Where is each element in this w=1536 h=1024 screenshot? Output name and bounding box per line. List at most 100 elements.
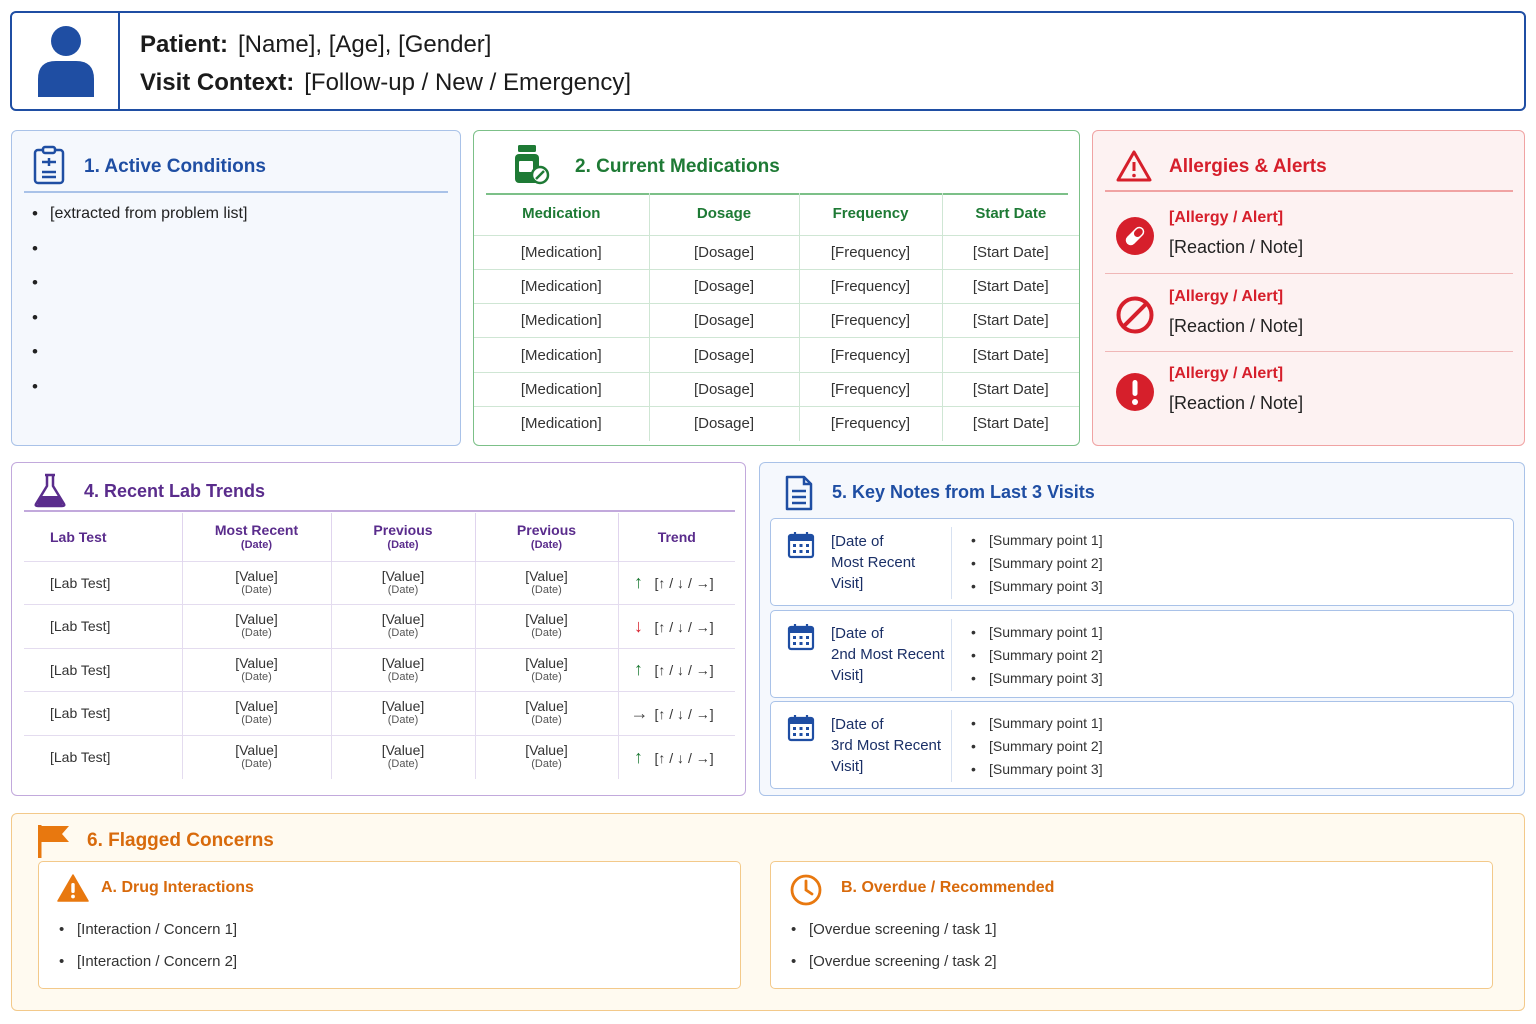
table-header-row: Medication Dosage Frequency Start Date	[474, 193, 1079, 235]
medication-cell: [Medication]	[474, 234, 650, 270]
value-cell: [Value] (Date)	[331, 647, 476, 692]
medication-cell: [Medication]	[474, 371, 650, 407]
trend-cell: ↓ [↑ / ↓ / →]	[618, 604, 735, 648]
list-item: [extracted from problem list]	[32, 204, 247, 240]
list-item: [Summary point 1]	[971, 621, 1103, 644]
frequency-cell: [Frequency]	[799, 371, 943, 407]
list-item	[32, 308, 247, 344]
start-date-cell: [Start Date]	[942, 268, 1079, 304]
summary-list: [Summary point 1] [Summary point 2] [Sum…	[971, 621, 1103, 690]
trend-arrow-icon: ↓	[634, 615, 643, 636]
medication-cell: [Medication]	[474, 405, 650, 441]
alert-item: [Allergy / Alert] [Reaction / Note]	[1105, 357, 1513, 435]
patient-header: Patient: [Name], [Age], [Gender] Visit Co…	[10, 11, 1526, 111]
patient-value: [Name], [Age], [Gender]	[238, 31, 492, 58]
column-header: Trend	[657, 528, 696, 545]
frequency-cell: [Frequency]	[799, 234, 943, 270]
avatar	[12, 13, 120, 109]
active-conditions-panel: 1. Active Conditions [extracted from pro…	[11, 130, 461, 446]
divider	[1105, 351, 1513, 352]
visit-context-label: Visit Context:	[140, 69, 295, 96]
lab-test-cell: [Lab Test]	[24, 691, 183, 735]
trend-text: [↑ / ↓ / →]	[654, 749, 714, 766]
lab-test-cell: [Lab Test]	[24, 647, 183, 692]
alert-item: [Allergy / Alert] [Reaction / Note]	[1105, 280, 1513, 358]
list-item: [Interaction / Concern 2]	[59, 946, 237, 978]
card-title: B. Overdue / Recommended	[841, 879, 1055, 896]
value-cell: [Value] (Date)	[331, 560, 476, 605]
alert-title: [Allergy / Alert]	[1169, 365, 1284, 382]
start-date-cell: [Start Date]	[942, 337, 1079, 373]
card-title: A. Drug Interactions	[101, 879, 254, 896]
table-row: [Medication] [Dosage] [Frequency] [Start Da…	[474, 234, 1079, 270]
summary-list: [Summary point 1] [Summary point 2] [Sum…	[971, 529, 1103, 598]
medication-cell: [Medication]	[474, 303, 650, 338]
list-item	[32, 273, 247, 309]
list-item: [Summary point 1]	[971, 712, 1103, 735]
table-row: [Lab Test] [Value] (Date) [Value] (Date) [Val…	[24, 734, 735, 779]
lab-test-cell: [Lab Test]	[24, 604, 183, 648]
trend-text: [↑ / ↓ / →]	[654, 618, 714, 635]
lab-trends-panel: 4. Recent Lab Trends Lab Test Most Recen…	[11, 462, 746, 796]
list-item: [Interaction / Concern 1]	[59, 914, 237, 946]
calendar-icon	[787, 624, 815, 651]
clock-icon	[790, 874, 822, 906]
flagged-concerns-panel: 6. Flagged Concerns A. Drug Interactions…	[11, 813, 1525, 1011]
value-cell: [Value] (Date)	[475, 691, 619, 735]
list-item	[32, 239, 247, 275]
column-header: Dosage	[649, 193, 800, 235]
pill-bottle-icon	[515, 145, 550, 185]
key-notes-panel: 5. Key Notes from Last 3 Visits [Date of…	[759, 462, 1525, 796]
trend-arrow-icon: →	[630, 702, 649, 723]
start-date-cell: [Start Date]	[942, 234, 1079, 270]
value-cell: [Value] (Date)	[182, 691, 332, 735]
document-icon	[785, 475, 813, 511]
summary-list: [Summary point 1] [Summary point 2] [Sum…	[971, 712, 1103, 781]
trend-arrow-icon: ↑	[634, 746, 643, 767]
medications-table: Medication Dosage Frequency Start Date […	[474, 193, 1079, 441]
column-header: Most Recent (Date)	[182, 513, 332, 561]
list-item: [Overdue screening / task 2]	[791, 946, 997, 978]
table-row: [Lab Test] [Value] (Date) [Value] (Date) [Val…	[24, 691, 735, 735]
flask-icon	[34, 473, 66, 508]
dosage-cell: [Dosage]	[649, 268, 800, 304]
drug-interactions-list: [Interaction / Concern 1] [Interaction /…	[59, 914, 237, 978]
frequency-cell: [Frequency]	[799, 303, 943, 338]
trend-arrow-icon: ↑	[634, 659, 643, 680]
user-icon	[38, 26, 94, 97]
alert-note: [Reaction / Note]	[1169, 316, 1304, 336]
patient-label: Patient:	[140, 31, 229, 58]
value-cell: [Value] (Date)	[475, 604, 619, 648]
medications-panel: 2. Current Medications Medication Dosage…	[473, 130, 1080, 446]
visit-context-line: Visit Context: [Follow-up / New / Emergen…	[140, 69, 631, 97]
column-header: Previous (Date)	[475, 513, 619, 561]
value-cell: [Value] (Date)	[475, 647, 619, 692]
overdue-recommended-card: B. Overdue / Recommended [Overdue screen…	[770, 861, 1493, 989]
value-cell: [Value] (Date)	[331, 691, 476, 735]
list-item: [Summary point 3]	[971, 667, 1103, 690]
value-cell: [Value] (Date)	[331, 604, 476, 648]
dosage-cell: [Dosage]	[649, 405, 800, 441]
overdue-list: [Overdue screening / task 1] [Overdue sc…	[791, 914, 997, 978]
calendar-icon	[787, 715, 815, 742]
lab-test-cell: [Lab Test]	[24, 734, 183, 779]
list-item: [Summary point 2]	[971, 552, 1103, 575]
alert-note: [Reaction / Note]	[1169, 237, 1304, 257]
value-cell: [Value] (Date)	[475, 734, 619, 779]
table-row: [Medication] [Dosage] [Frequency] [Start Da…	[474, 371, 1079, 407]
panel-title: 5. Key Notes from Last 3 Visits	[832, 482, 1095, 502]
column-header: Medication	[474, 193, 650, 235]
value-cell: [Value] (Date)	[182, 560, 332, 605]
trend-text: [↑ / ↓ / →]	[654, 575, 714, 592]
list-item	[32, 377, 247, 413]
dosage-cell: [Dosage]	[649, 234, 800, 270]
flag-icon	[38, 825, 69, 858]
dosage-cell: [Dosage]	[649, 337, 800, 373]
value-cell: [Value] (Date)	[475, 560, 619, 605]
alert-title: [Allergy / Alert]	[1169, 288, 1284, 305]
start-date-cell: [Start Date]	[942, 371, 1079, 407]
table-row: [Medication] [Dosage] [Frequency] [Start Da…	[474, 337, 1079, 373]
table-row: [Lab Test] [Value] (Date) [Value] (Date) [Val…	[24, 560, 735, 605]
frequency-cell: [Frequency]	[799, 405, 943, 441]
